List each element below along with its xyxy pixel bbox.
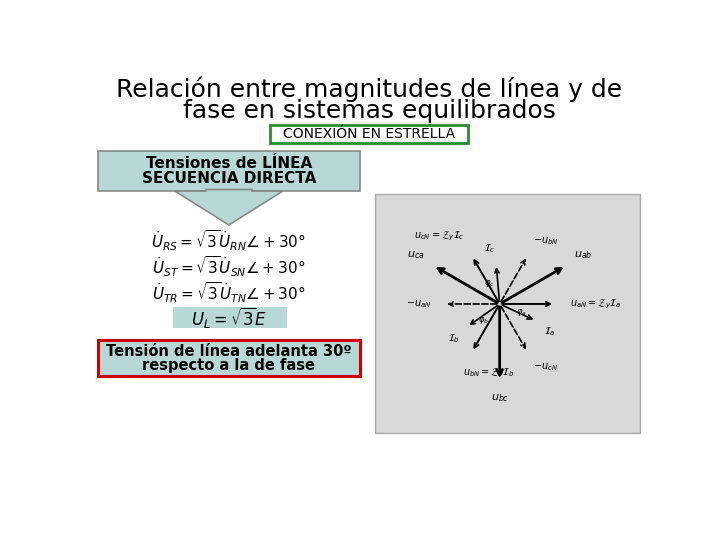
Text: $-u_{aN}$: $-u_{aN}$ [407,298,432,310]
Text: $u_{bc}$: $u_{bc}$ [490,392,509,403]
Text: $u_{ca}$: $u_{ca}$ [408,249,425,261]
Text: $\dot{U}_{ST} = \sqrt{3}\dot{U}_{SN}\angle+30°$: $\dot{U}_{ST} = \sqrt{3}\dot{U}_{SN}\ang… [152,254,305,279]
Text: $\mathcal{I}_b$: $\mathcal{I}_b$ [448,332,459,345]
Text: SECUENCIA DIRECTA: SECUENCIA DIRECTA [142,171,316,186]
Text: $\mathcal{I}_a$: $\mathcal{I}_a$ [544,325,556,338]
Text: $u_{bN}=\mathcal{Z}_y\mathcal{I}_b$: $u_{bN}=\mathcal{Z}_y\mathcal{I}_b$ [464,367,515,380]
Text: Tensiones de LÍNEA: Tensiones de LÍNEA [145,156,312,171]
Text: CONEXIÓN EN ESTRELLA: CONEXIÓN EN ESTRELLA [283,127,455,141]
Bar [375,194,640,433]
Text: $-u_{cN}$: $-u_{cN}$ [533,361,558,373]
Text: $\varphi_a$: $\varphi_a$ [516,307,527,319]
Text: Relación entre magnitudes de línea y de: Relación entre magnitudes de línea y de [116,77,622,102]
Text: $\varphi_b$: $\varphi_b$ [478,315,489,326]
Text: $\dot{U}_{TR} = \sqrt{3}\dot{U}_{TN}\angle+30°$: $\dot{U}_{TR} = \sqrt{3}\dot{U}_{TN}\ang… [152,280,306,305]
Text: $\mathcal{I}_c$: $\mathcal{I}_c$ [484,242,495,255]
Bar [98,151,360,191]
Polygon shape [175,190,283,225]
Bar [271,125,467,143]
Bar [98,340,360,376]
Text: $\varphi_c$: $\varphi_c$ [485,278,495,289]
Bar [173,307,287,328]
Text: respecto a la de fase: respecto a la de fase [143,357,315,373]
Text: $U_L = \sqrt{3}E$: $U_L = \sqrt{3}E$ [192,305,268,330]
Text: $\dot{U}_{RS} = \sqrt{3}\dot{U}_{RN}\angle+30°$: $\dot{U}_{RS} = \sqrt{3}\dot{U}_{RN}\ang… [151,228,306,253]
Text: Tensión de línea adelanta 30º: Tensión de línea adelanta 30º [106,344,351,359]
Text: fase en sistemas equilibrados: fase en sistemas equilibrados [183,99,555,123]
Text: $-u_{bN}$: $-u_{bN}$ [533,235,558,247]
Text: $u_{aN}=\mathcal{Z}_y\mathcal{I}_a$: $u_{aN}=\mathcal{Z}_y\mathcal{I}_a$ [570,297,621,310]
Text: $u_{ab}$: $u_{ab}$ [575,249,593,261]
Text: $u_{cN}=\mathcal{Z}_y\mathcal{I}_c$: $u_{cN}=\mathcal{Z}_y\mathcal{I}_c$ [414,229,464,242]
